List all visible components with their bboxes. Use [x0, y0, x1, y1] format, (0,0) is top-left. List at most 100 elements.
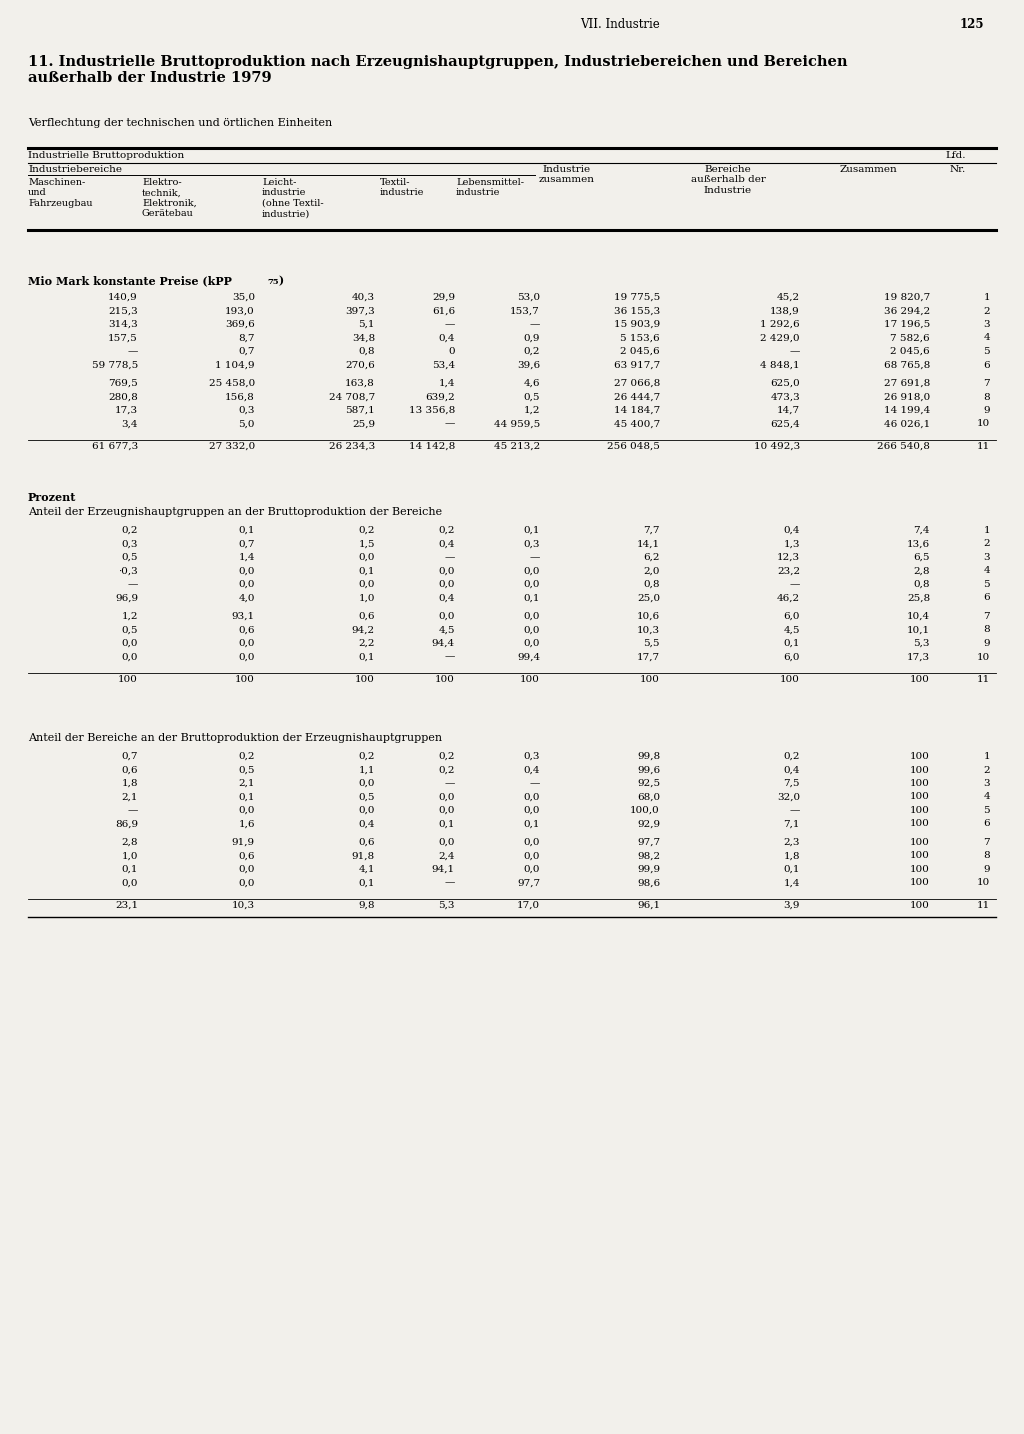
Text: 94,1: 94,1 — [432, 865, 455, 873]
Text: 0,0: 0,0 — [438, 566, 455, 575]
Text: 92,5: 92,5 — [637, 779, 660, 789]
Text: 138,9: 138,9 — [770, 307, 800, 315]
Text: 100: 100 — [435, 675, 455, 684]
Text: 8,7: 8,7 — [239, 334, 255, 343]
Text: 0,2: 0,2 — [438, 766, 455, 774]
Text: 0,6: 0,6 — [358, 837, 375, 847]
Text: 29,9: 29,9 — [432, 293, 455, 303]
Text: Lfd.: Lfd. — [945, 151, 966, 161]
Text: —: — — [790, 806, 800, 815]
Text: 0,2: 0,2 — [438, 526, 455, 535]
Text: 0,0: 0,0 — [358, 779, 375, 789]
Text: 0,0: 0,0 — [438, 612, 455, 621]
Text: 27 691,8: 27 691,8 — [884, 379, 930, 389]
Text: 0,1: 0,1 — [358, 566, 375, 575]
Text: 100: 100 — [640, 675, 660, 684]
Text: 0,5: 0,5 — [122, 625, 138, 634]
Text: 100: 100 — [236, 675, 255, 684]
Text: 61,6: 61,6 — [432, 307, 455, 315]
Text: 94,2: 94,2 — [352, 625, 375, 634]
Text: —: — — [128, 579, 138, 589]
Text: 99,8: 99,8 — [637, 751, 660, 761]
Text: 100: 100 — [910, 865, 930, 873]
Text: 10,6: 10,6 — [637, 612, 660, 621]
Text: 4,5: 4,5 — [783, 625, 800, 634]
Text: 5,3: 5,3 — [913, 640, 930, 648]
Text: 13 356,8: 13 356,8 — [409, 406, 455, 414]
Text: 11: 11 — [977, 901, 990, 911]
Text: 94,4: 94,4 — [432, 640, 455, 648]
Text: 0,8: 0,8 — [643, 579, 660, 589]
Text: Industrie
zusammen: Industrie zusammen — [539, 165, 595, 185]
Text: 156,8: 156,8 — [225, 393, 255, 402]
Text: 2: 2 — [983, 766, 990, 774]
Text: 125: 125 — [961, 19, 984, 32]
Text: 2,2: 2,2 — [358, 640, 375, 648]
Text: 99,4: 99,4 — [517, 652, 540, 661]
Text: 7,1: 7,1 — [783, 819, 800, 829]
Text: 14,7: 14,7 — [777, 406, 800, 414]
Text: 75: 75 — [267, 278, 279, 285]
Text: 0,4: 0,4 — [438, 594, 455, 602]
Text: 100: 100 — [910, 766, 930, 774]
Text: —: — — [529, 320, 540, 328]
Text: 7,4: 7,4 — [913, 526, 930, 535]
Text: 27 332,0: 27 332,0 — [209, 442, 255, 452]
Text: 0,0: 0,0 — [122, 879, 138, 888]
Text: 36 294,2: 36 294,2 — [884, 307, 930, 315]
Text: 39,6: 39,6 — [517, 360, 540, 370]
Text: —: — — [444, 420, 455, 429]
Text: 1: 1 — [983, 293, 990, 303]
Text: Mio Mark konstante Preise (kPP: Mio Mark konstante Preise (kPP — [28, 275, 231, 285]
Text: 11. Industrielle Bruttoproduktion nach Erzeugnishauptgruppen, Industriebereichen: 11. Industrielle Bruttoproduktion nach E… — [28, 54, 848, 85]
Text: 0,4: 0,4 — [523, 766, 540, 774]
Text: 5 153,6: 5 153,6 — [621, 334, 660, 343]
Text: 0,0: 0,0 — [122, 640, 138, 648]
Text: —: — — [128, 806, 138, 815]
Text: 0,0: 0,0 — [239, 640, 255, 648]
Text: 153,7: 153,7 — [510, 307, 540, 315]
Text: ): ) — [278, 275, 283, 285]
Text: 100: 100 — [910, 675, 930, 684]
Text: 0,0: 0,0 — [523, 852, 540, 860]
Text: 0,0: 0,0 — [523, 566, 540, 575]
Text: 34,8: 34,8 — [352, 334, 375, 343]
Text: 19 775,5: 19 775,5 — [613, 293, 660, 303]
Text: 86,9: 86,9 — [115, 819, 138, 829]
Text: Industrielle Bruttoproduktion: Industrielle Bruttoproduktion — [28, 151, 184, 161]
Text: 45 213,2: 45 213,2 — [494, 442, 540, 452]
Text: 5: 5 — [983, 806, 990, 815]
Text: 100: 100 — [910, 879, 930, 888]
Text: Prozent: Prozent — [28, 492, 77, 503]
Text: 4,0: 4,0 — [239, 594, 255, 602]
Text: 157,5: 157,5 — [109, 334, 138, 343]
Text: 0,0: 0,0 — [358, 579, 375, 589]
Text: 100: 100 — [910, 852, 930, 860]
Text: 68 765,8: 68 765,8 — [884, 360, 930, 370]
Text: 2: 2 — [983, 539, 990, 548]
Text: 0,2: 0,2 — [783, 751, 800, 761]
Text: 9,8: 9,8 — [358, 901, 375, 911]
Text: Maschinen-
und
Fahrzeugbau: Maschinen- und Fahrzeugbau — [28, 178, 92, 208]
Text: 27 066,8: 27 066,8 — [613, 379, 660, 389]
Text: 0,1: 0,1 — [358, 652, 375, 661]
Text: 98,6: 98,6 — [637, 879, 660, 888]
Text: 0,0: 0,0 — [438, 837, 455, 847]
Text: 99,6: 99,6 — [637, 766, 660, 774]
Text: Textil-
industrie: Textil- industrie — [380, 178, 424, 198]
Text: 11: 11 — [977, 442, 990, 452]
Text: 93,1: 93,1 — [231, 612, 255, 621]
Text: 0,5: 0,5 — [122, 554, 138, 562]
Text: 6,0: 6,0 — [783, 612, 800, 621]
Text: 2,0: 2,0 — [643, 566, 660, 575]
Text: 11: 11 — [977, 675, 990, 684]
Text: 0,0: 0,0 — [523, 579, 540, 589]
Text: 14 184,7: 14 184,7 — [613, 406, 660, 414]
Text: 25,9: 25,9 — [352, 420, 375, 429]
Text: 100: 100 — [355, 675, 375, 684]
Text: 14 199,4: 14 199,4 — [884, 406, 930, 414]
Text: 100: 100 — [780, 675, 800, 684]
Text: 25 458,0: 25 458,0 — [209, 379, 255, 389]
Text: 0,2: 0,2 — [122, 526, 138, 535]
Text: 2,4: 2,4 — [438, 852, 455, 860]
